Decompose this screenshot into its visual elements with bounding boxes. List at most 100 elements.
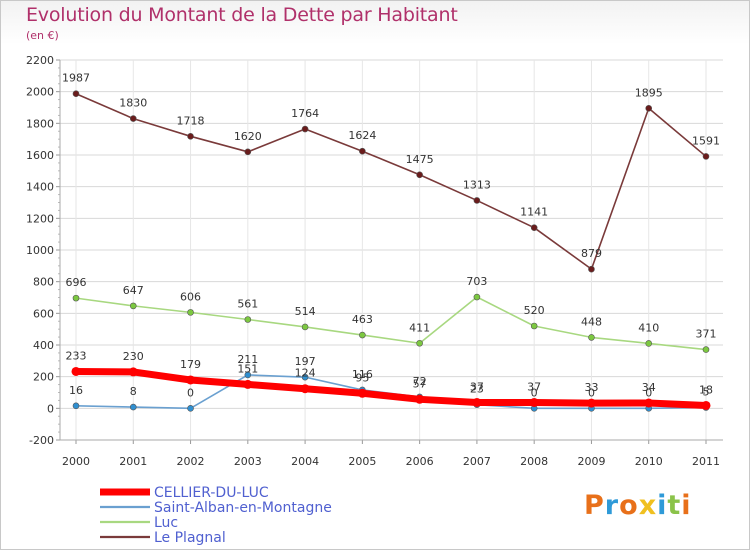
data-label: 230 — [123, 350, 144, 363]
y-tick-label: 2200 — [26, 54, 54, 67]
x-tick-label: 2001 — [119, 455, 147, 468]
data-label: 1718 — [177, 114, 205, 127]
data-point — [702, 346, 710, 353]
data-label: 448 — [581, 315, 602, 328]
y-tick-label: 200 — [33, 371, 54, 384]
data-label: 1624 — [348, 129, 376, 142]
data-label: 561 — [237, 298, 258, 311]
data-point — [416, 171, 423, 179]
x-tick-label: 2004 — [291, 455, 319, 468]
data-label: 703 — [466, 275, 487, 288]
data-label: 1475 — [406, 153, 434, 166]
data-label: 179 — [180, 358, 201, 371]
grid — [60, 59, 723, 441]
data-label: 514 — [295, 305, 316, 318]
proxiti-logo: Proxiti — [584, 490, 692, 521]
data-label: 16 — [69, 384, 83, 397]
data-point — [416, 339, 423, 347]
y-tick-label: 600 — [33, 307, 54, 320]
data-label: 0 — [588, 386, 595, 399]
x-tick-label: 2006 — [406, 455, 434, 468]
data-label: 211 — [237, 353, 258, 366]
series-line-CELLIER-DU-LUC — [75, 367, 707, 409]
data-point — [472, 397, 482, 407]
data-point — [301, 323, 309, 331]
y-tick-label: 400 — [33, 339, 54, 352]
data-label: 0 — [531, 386, 538, 399]
data-label: 1591 — [692, 134, 720, 147]
data-point — [473, 197, 481, 204]
data-point — [244, 316, 252, 323]
logo-letter: i — [681, 490, 692, 521]
data-point — [186, 375, 196, 385]
data-point — [359, 331, 366, 339]
data-labels: 1987 1830 1718 1620 1764 1624 1475 1313 1141 879 1… — [62, 72, 720, 400]
data-point — [645, 104, 653, 112]
series-line-Le Plagnal — [75, 92, 707, 270]
data-point — [301, 373, 309, 381]
data-point — [301, 125, 309, 133]
series-lines — [71, 90, 711, 412]
data-label: 37 — [527, 380, 541, 393]
data-label: 5 — [703, 386, 710, 399]
data-point — [701, 400, 711, 410]
data-label: 1895 — [635, 86, 663, 99]
data-point — [129, 302, 137, 310]
legend-label: CELLIER-DU-LUC — [154, 485, 269, 501]
data-point — [702, 153, 710, 160]
data-label: 23 — [470, 383, 484, 396]
x-tick-label: 2002 — [177, 455, 205, 468]
data-point — [187, 309, 194, 316]
data-label: 37 — [470, 380, 484, 393]
data-point — [588, 265, 595, 273]
chart-subtitle: (en €) — [26, 29, 59, 42]
y-tick-label: 1200 — [26, 212, 54, 225]
y-tick-label: 0 — [47, 402, 54, 415]
data-label: 72 — [413, 375, 427, 388]
data-label: 1830 — [119, 97, 147, 110]
data-label: 95 — [355, 371, 369, 384]
data-label: 233 — [66, 349, 87, 362]
y-tick-label: 1000 — [26, 244, 54, 257]
logo-letter: i — [657, 490, 668, 521]
data-label: 411 — [409, 321, 430, 334]
legend-label: Saint-Alban-en-Montagne — [154, 500, 332, 516]
data-label: 0 — [187, 386, 194, 399]
data-label: 57 — [413, 377, 427, 390]
data-point — [187, 133, 194, 140]
data-point — [72, 402, 80, 410]
legend-label: Le Plagnal — [154, 530, 226, 546]
x-tick-label: 2003 — [234, 455, 262, 468]
data-point — [243, 379, 253, 389]
data-point — [129, 115, 137, 122]
data-point — [129, 403, 137, 411]
data-point — [415, 394, 425, 404]
data-point — [72, 90, 80, 98]
logo-letter: x — [638, 490, 658, 521]
data-label: 33 — [584, 381, 598, 394]
data-point — [645, 340, 653, 347]
y-tick-label: 800 — [33, 276, 54, 289]
data-point — [244, 148, 252, 156]
data-label: 116 — [352, 368, 373, 381]
data-point — [187, 405, 194, 412]
y-tick-label: 1400 — [26, 181, 54, 194]
y-tick-label: -200 — [29, 434, 54, 447]
y-tick-label: 1600 — [26, 149, 54, 162]
x-tick-label: 2009 — [577, 455, 605, 468]
data-label: 606 — [180, 290, 201, 303]
y-tick-label: 2000 — [26, 86, 54, 99]
data-point — [71, 366, 81, 376]
data-label: 124 — [295, 367, 316, 380]
data-label: 647 — [123, 284, 144, 297]
data-label: 0 — [645, 386, 652, 399]
data-label: 1620 — [234, 130, 262, 143]
logo-letter: o — [619, 490, 639, 521]
data-point — [530, 322, 538, 330]
x-tick-label: 2010 — [635, 455, 663, 468]
logo-letter: r — [604, 490, 620, 521]
axes: -200020040060080010001200140016001800200… — [26, 54, 723, 468]
data-point — [530, 224, 538, 231]
data-label: 151 — [237, 362, 258, 375]
